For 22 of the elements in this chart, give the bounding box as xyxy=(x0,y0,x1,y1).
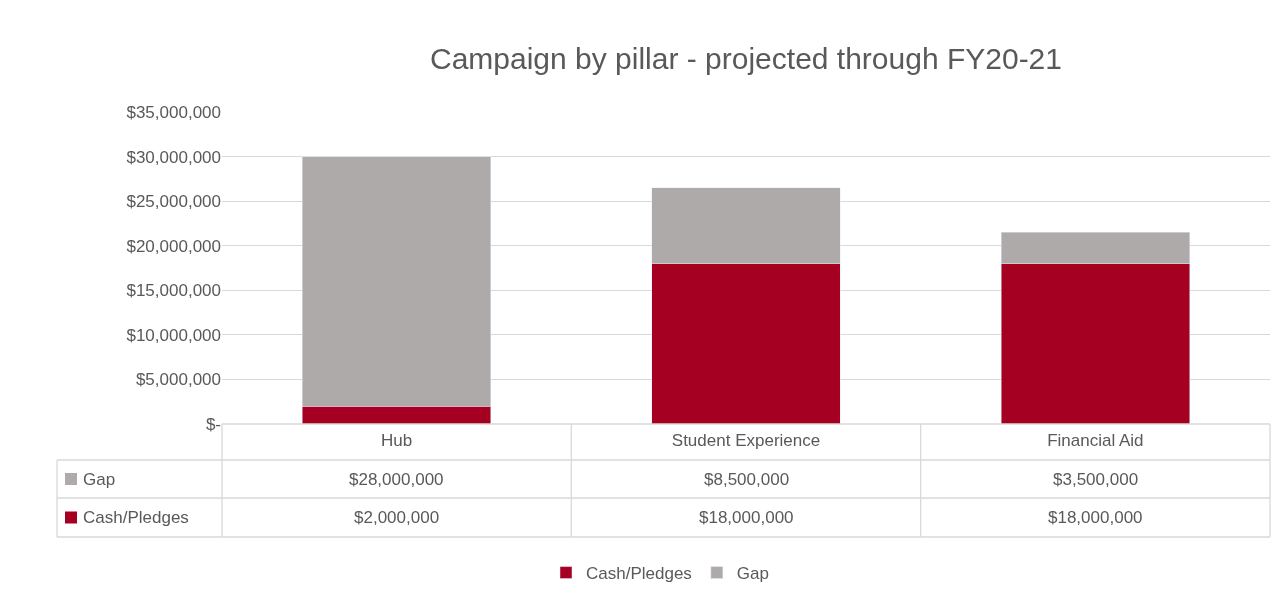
y-tick-label: $25,000,000 xyxy=(126,192,221,212)
y-tick-label: $20,000,000 xyxy=(126,236,221,256)
text: Cash/Pledges xyxy=(83,508,189,527)
x-tick-label: Financial Aid xyxy=(1047,431,1144,450)
legend-label: Cash/Pledges xyxy=(586,564,692,584)
y-tick-label: $15,000,000 xyxy=(126,281,221,301)
y-tick-label: $- xyxy=(205,414,221,434)
data-label: $18,000,000 xyxy=(699,508,794,527)
chart-title: Campaign by pillar - projected through FY20-21 xyxy=(429,41,1063,75)
data-label: $28,000,000 xyxy=(349,470,444,489)
data-label: $8,500,000 xyxy=(704,470,790,489)
y-tick-label: $35,000,000 xyxy=(126,102,221,122)
y-tick-label: $5,000,000 xyxy=(135,370,221,390)
legend-label: Gap xyxy=(736,564,769,584)
x-tick-label: Student Experience xyxy=(671,431,821,450)
data-label: $3,500,000 xyxy=(1053,470,1139,489)
data-label: $2,000,000 xyxy=(354,508,440,527)
data-label: $18,000,000 xyxy=(1048,508,1143,527)
y-tick-label: $10,000,000 xyxy=(126,325,221,345)
text: Gap xyxy=(83,470,116,489)
x-tick-label: Hub xyxy=(381,431,413,450)
y-tick-label: $30,000,000 xyxy=(126,147,221,167)
